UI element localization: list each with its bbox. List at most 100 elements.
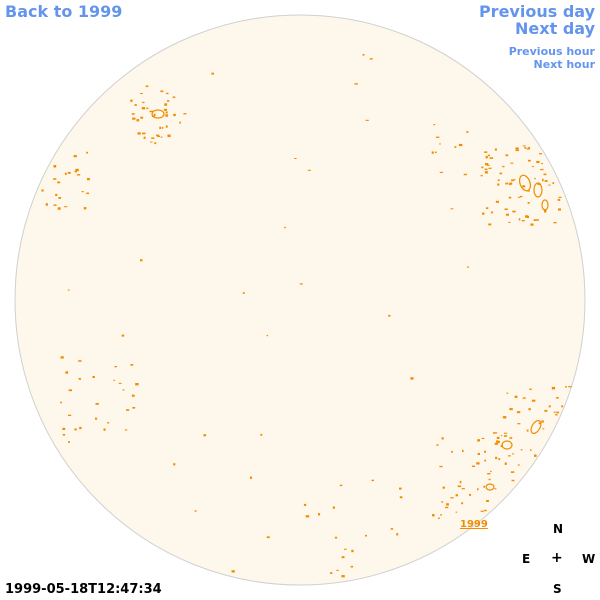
contour-speck bbox=[126, 409, 130, 411]
contour-speck bbox=[339, 484, 343, 487]
contour-speck bbox=[145, 85, 149, 88]
contour-speck bbox=[496, 436, 500, 439]
contour-speck bbox=[156, 134, 160, 137]
previous-hour-link[interactable]: Previous hour bbox=[508, 45, 595, 58]
contour-speck bbox=[74, 170, 77, 173]
contour-speck bbox=[446, 503, 449, 506]
contour-speck bbox=[343, 548, 347, 550]
contour-speck bbox=[332, 506, 335, 509]
contour-speck bbox=[164, 103, 168, 106]
contour-speck bbox=[438, 517, 440, 519]
contour-speck bbox=[57, 207, 61, 210]
contour-speck bbox=[484, 459, 487, 462]
contour-speck bbox=[439, 465, 443, 468]
contour-speck bbox=[484, 168, 488, 171]
contour-speck bbox=[538, 422, 541, 425]
contour-speck bbox=[122, 389, 125, 391]
contour-speck bbox=[542, 178, 544, 182]
contour-speck bbox=[67, 171, 71, 174]
contour-speck bbox=[67, 289, 70, 291]
contour-speck bbox=[140, 116, 144, 119]
contour-speck bbox=[130, 364, 134, 366]
contour-speck bbox=[124, 429, 128, 431]
contour-speck bbox=[505, 182, 509, 185]
contour-speck bbox=[173, 113, 176, 117]
compass-north: N bbox=[553, 522, 564, 536]
contour-speck bbox=[540, 168, 544, 171]
contour-speck bbox=[318, 513, 321, 516]
contour-speck bbox=[142, 132, 146, 135]
sun-label[interactable]: 1999 bbox=[460, 519, 488, 530]
contour-speck bbox=[489, 157, 494, 159]
contour-speck bbox=[142, 101, 145, 104]
contour-speck bbox=[515, 147, 519, 150]
contour-speck bbox=[399, 496, 403, 499]
contour-speck bbox=[487, 473, 491, 475]
contour-speck bbox=[242, 292, 245, 294]
contour-speck bbox=[496, 440, 499, 443]
contour-speck bbox=[543, 209, 546, 211]
contour-speck bbox=[150, 141, 153, 143]
contour-speck bbox=[524, 147, 527, 149]
contour-speck bbox=[541, 163, 543, 165]
contour-speck bbox=[516, 411, 521, 414]
contour-speck bbox=[165, 125, 168, 128]
contour-speck bbox=[552, 182, 555, 185]
contour-speck bbox=[505, 213, 509, 216]
contour-speck bbox=[509, 182, 513, 185]
contour-speck bbox=[194, 510, 197, 512]
contour-speck bbox=[149, 110, 151, 113]
contour-speck bbox=[435, 136, 440, 138]
contour-speck bbox=[81, 191, 84, 193]
contour-speck bbox=[60, 356, 64, 359]
contour-speck bbox=[568, 386, 572, 388]
contour-speck bbox=[484, 450, 486, 453]
observation-timestamp: 1999-05-18T12:47:34 bbox=[5, 582, 162, 597]
next-day-link[interactable]: Next day bbox=[515, 19, 595, 38]
contour-speck bbox=[441, 437, 444, 440]
contour-speck bbox=[500, 435, 503, 437]
contour-speck bbox=[75, 168, 79, 172]
contour-speck bbox=[53, 204, 57, 206]
contour-speck bbox=[556, 411, 560, 414]
contour-speck bbox=[53, 165, 57, 168]
contour-speck bbox=[130, 99, 133, 102]
contour-speck bbox=[260, 433, 263, 436]
contour-speck bbox=[514, 395, 518, 398]
contour-speck bbox=[485, 207, 489, 209]
contour-speck bbox=[410, 377, 414, 380]
contour-speck bbox=[41, 189, 44, 192]
previous-day-link[interactable]: Previous day bbox=[478, 2, 595, 21]
contour-speck bbox=[555, 413, 558, 416]
contour-speck bbox=[450, 208, 454, 210]
contour-speck bbox=[362, 54, 365, 56]
contour-speck bbox=[58, 197, 62, 199]
back-to-year-link[interactable]: Back to 1999 bbox=[5, 2, 123, 21]
contour-speck bbox=[350, 565, 354, 568]
contour-speck bbox=[556, 397, 559, 399]
contour-speck bbox=[140, 259, 143, 262]
contour-speck bbox=[553, 222, 557, 224]
contour-speck bbox=[525, 215, 528, 218]
contour-speck bbox=[527, 202, 530, 204]
contour-speck bbox=[451, 450, 453, 453]
contour-speck bbox=[341, 556, 345, 559]
contour-speck bbox=[544, 210, 547, 213]
contour-speck bbox=[211, 72, 214, 75]
contour-speck bbox=[439, 143, 441, 145]
contour-speck bbox=[143, 136, 146, 139]
contour-speck bbox=[490, 470, 492, 473]
contour-speck bbox=[68, 414, 72, 416]
contour-speck bbox=[553, 411, 556, 413]
contour-speck bbox=[131, 113, 135, 115]
contour-speck bbox=[154, 142, 157, 145]
contour-speck bbox=[544, 409, 548, 412]
active-region-contours bbox=[41, 54, 572, 578]
contour-speck bbox=[266, 334, 269, 337]
contour-speck bbox=[467, 266, 469, 268]
contour-speck bbox=[477, 453, 480, 455]
next-hour-link[interactable]: Next hour bbox=[533, 58, 596, 71]
contour-speck bbox=[495, 456, 498, 460]
contour-speck bbox=[53, 178, 57, 180]
contour-speck bbox=[86, 151, 88, 154]
